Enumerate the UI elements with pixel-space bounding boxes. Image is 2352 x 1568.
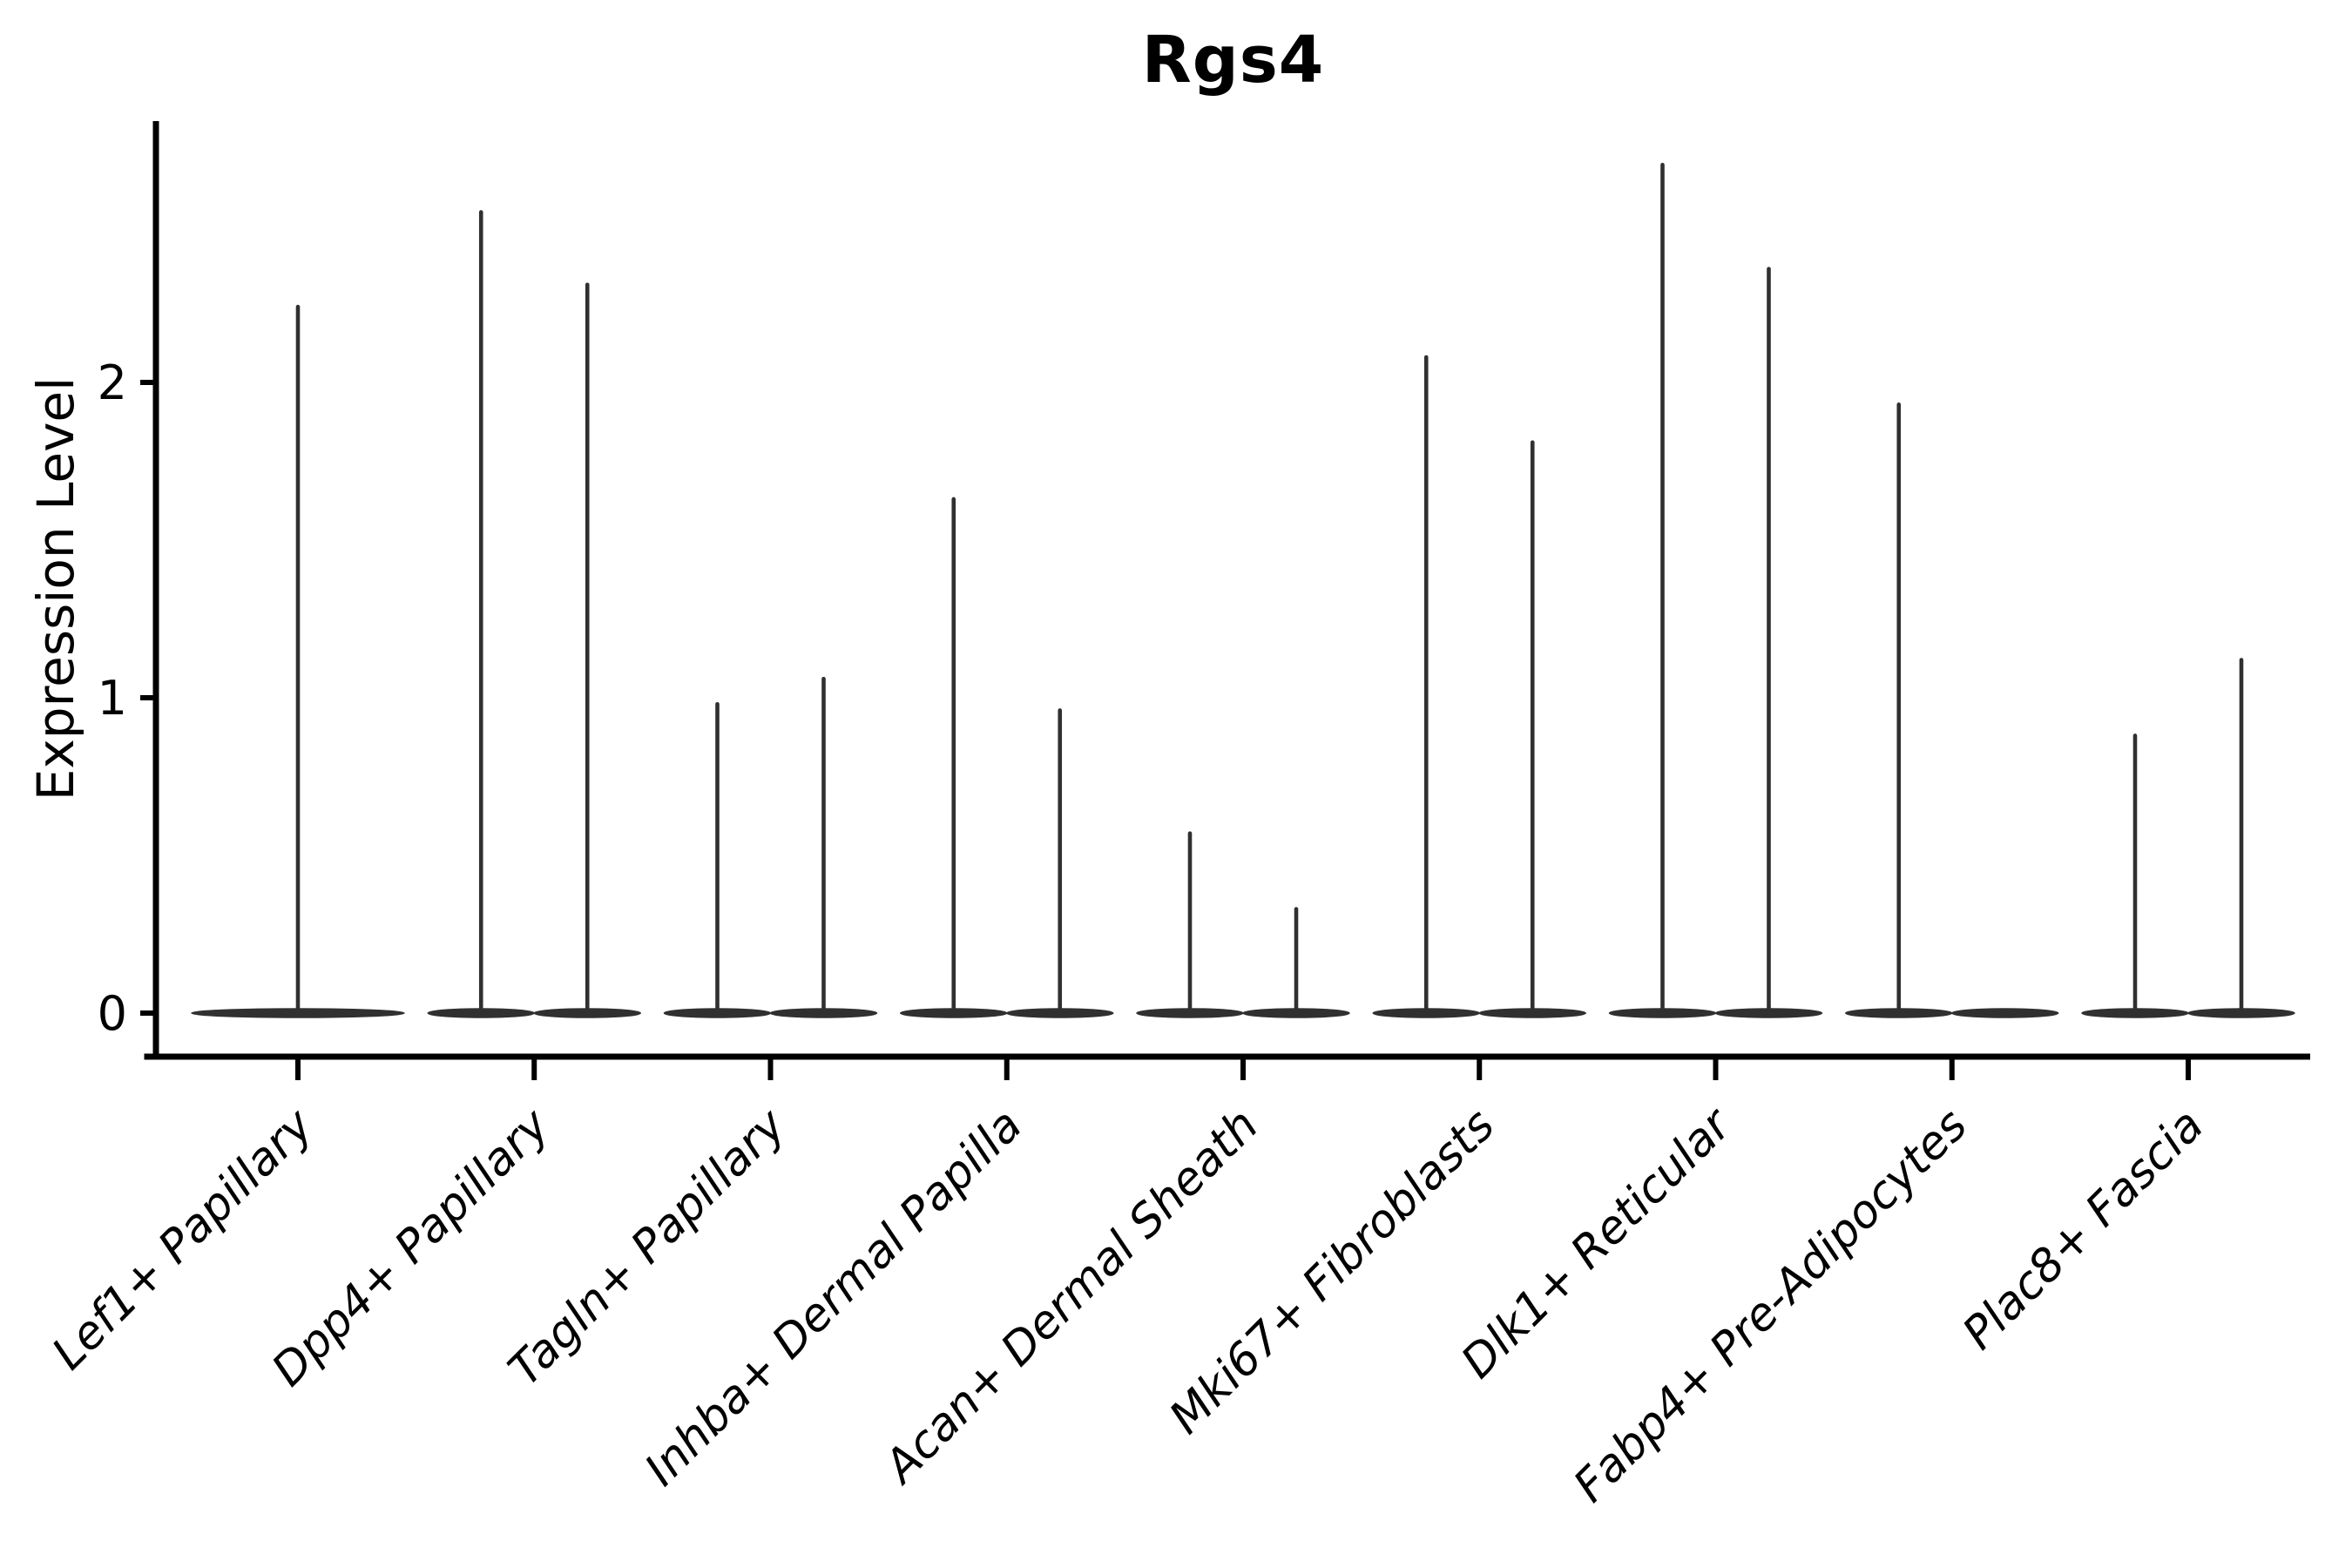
y-tick-label: 2 — [98, 355, 127, 410]
x-tick-label: Lef1+ Papillary — [43, 1098, 324, 1380]
x-tick-label: Acan+ Dermal Sheath — [873, 1099, 1268, 1495]
x-tick-label: Inhba+ Dermal Papilla — [635, 1099, 1032, 1497]
x-tick-label: Plac8+ Fascia — [1953, 1099, 2213, 1360]
y-tick-label: 0 — [98, 986, 127, 1041]
x-tick-label: Fabp4+ Pre-Adipocytes — [1564, 1099, 1977, 1513]
y-tick-label: 1 — [98, 671, 127, 726]
violin-body — [1951, 1008, 2059, 1018]
chart-title: Rgs4 — [1141, 23, 1325, 98]
y-axis-title: Expression Level — [26, 376, 85, 801]
